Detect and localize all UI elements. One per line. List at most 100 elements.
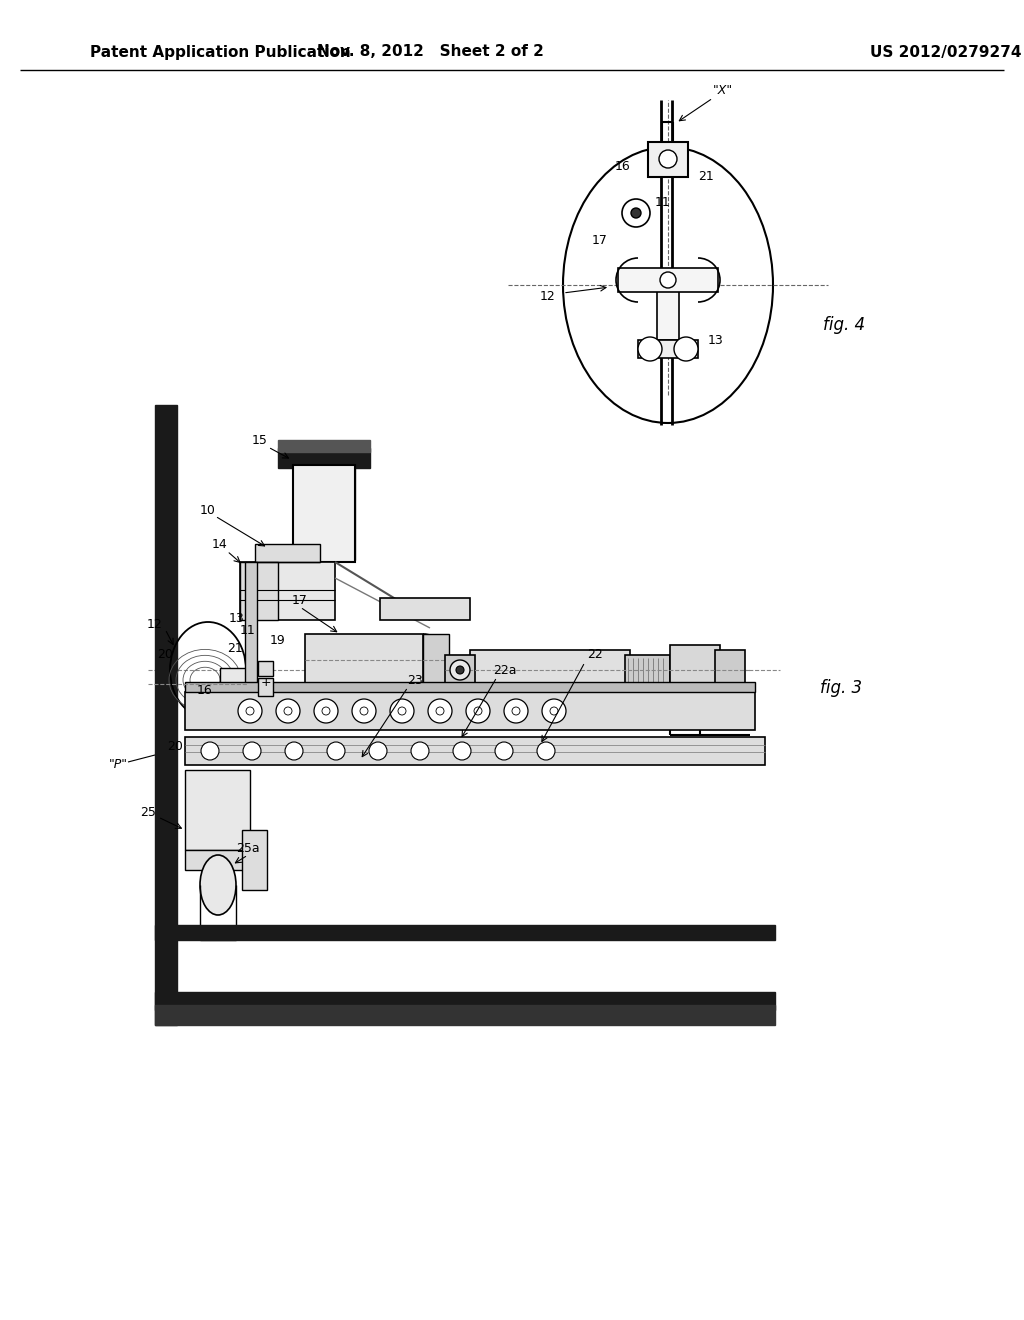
Text: 12: 12 bbox=[147, 619, 163, 631]
Text: fig. 4: fig. 4 bbox=[823, 315, 865, 334]
Circle shape bbox=[314, 700, 338, 723]
Text: 17: 17 bbox=[292, 594, 308, 606]
Circle shape bbox=[495, 742, 513, 760]
Circle shape bbox=[360, 708, 368, 715]
Bar bbox=[242, 830, 267, 890]
Circle shape bbox=[456, 667, 464, 675]
Text: 23: 23 bbox=[408, 673, 423, 686]
Bar bbox=[185, 692, 755, 730]
Bar bbox=[445, 655, 475, 685]
Bar bbox=[293, 465, 355, 562]
Text: "X": "X" bbox=[713, 83, 733, 96]
Bar bbox=[155, 405, 177, 1026]
Bar bbox=[293, 447, 355, 465]
Text: 11: 11 bbox=[655, 197, 671, 210]
Text: 13: 13 bbox=[709, 334, 724, 346]
Bar bbox=[220, 668, 248, 692]
Text: "P": "P" bbox=[109, 759, 128, 771]
Circle shape bbox=[512, 708, 520, 715]
Circle shape bbox=[453, 742, 471, 760]
Circle shape bbox=[674, 337, 698, 360]
Circle shape bbox=[659, 150, 677, 168]
Text: +: + bbox=[261, 676, 271, 689]
Circle shape bbox=[238, 700, 262, 723]
Bar bbox=[670, 645, 720, 696]
Bar bbox=[470, 649, 630, 690]
Bar bbox=[185, 682, 755, 692]
Bar bbox=[255, 544, 319, 562]
Bar bbox=[155, 1005, 775, 1026]
Bar bbox=[245, 562, 257, 692]
Circle shape bbox=[411, 742, 429, 760]
Circle shape bbox=[638, 337, 662, 360]
Text: 22a: 22a bbox=[494, 664, 517, 676]
Circle shape bbox=[322, 708, 330, 715]
Circle shape bbox=[631, 209, 641, 218]
Text: US 2012/0279274 A1: US 2012/0279274 A1 bbox=[870, 45, 1024, 59]
Circle shape bbox=[474, 708, 482, 715]
Bar bbox=[305, 634, 423, 686]
Circle shape bbox=[622, 199, 650, 227]
Circle shape bbox=[398, 708, 406, 715]
Bar bbox=[293, 465, 311, 560]
Text: 20: 20 bbox=[157, 648, 173, 661]
Bar bbox=[185, 850, 250, 870]
Circle shape bbox=[284, 708, 292, 715]
Bar bbox=[258, 661, 273, 676]
Circle shape bbox=[352, 700, 376, 723]
Circle shape bbox=[369, 742, 387, 760]
Bar bbox=[380, 598, 470, 620]
Text: 14: 14 bbox=[212, 539, 228, 552]
Text: fig. 3: fig. 3 bbox=[820, 678, 862, 697]
Bar bbox=[638, 341, 698, 358]
Bar bbox=[155, 925, 775, 940]
Bar bbox=[625, 655, 670, 685]
Circle shape bbox=[243, 742, 261, 760]
Text: Patent Application Publication: Patent Application Publication bbox=[90, 45, 351, 59]
Text: 19: 19 bbox=[270, 634, 286, 647]
Text: 25: 25 bbox=[140, 805, 156, 818]
Text: 15: 15 bbox=[252, 433, 268, 446]
Bar bbox=[715, 649, 745, 690]
Circle shape bbox=[428, 700, 452, 723]
Ellipse shape bbox=[200, 855, 236, 915]
Text: 25a: 25a bbox=[237, 842, 260, 854]
Bar bbox=[258, 678, 273, 696]
Bar bbox=[185, 737, 765, 766]
Bar bbox=[155, 993, 775, 1010]
Circle shape bbox=[504, 700, 528, 723]
Text: 16: 16 bbox=[198, 684, 213, 697]
Text: Nov. 8, 2012   Sheet 2 of 2: Nov. 8, 2012 Sheet 2 of 2 bbox=[316, 45, 544, 59]
Bar bbox=[657, 275, 679, 341]
Circle shape bbox=[450, 660, 470, 680]
Circle shape bbox=[201, 742, 219, 760]
Circle shape bbox=[390, 700, 414, 723]
Circle shape bbox=[466, 700, 490, 723]
Bar bbox=[240, 562, 278, 620]
Circle shape bbox=[550, 708, 558, 715]
Bar bbox=[240, 562, 335, 620]
Circle shape bbox=[660, 272, 676, 288]
Bar bbox=[185, 770, 250, 850]
Circle shape bbox=[537, 742, 555, 760]
Circle shape bbox=[276, 700, 300, 723]
Circle shape bbox=[542, 700, 566, 723]
Text: 12: 12 bbox=[540, 290, 556, 304]
Circle shape bbox=[285, 742, 303, 760]
Text: 13: 13 bbox=[229, 611, 245, 624]
Text: 11: 11 bbox=[240, 623, 256, 636]
Circle shape bbox=[436, 708, 444, 715]
Text: 21: 21 bbox=[698, 170, 714, 183]
Bar bbox=[337, 465, 355, 560]
Text: 21: 21 bbox=[227, 642, 243, 655]
Text: 10: 10 bbox=[200, 503, 216, 516]
Bar bbox=[278, 440, 370, 451]
Bar bbox=[648, 143, 688, 177]
Circle shape bbox=[246, 708, 254, 715]
Text: 16: 16 bbox=[615, 161, 631, 173]
Bar bbox=[278, 447, 370, 469]
Text: 20: 20 bbox=[167, 739, 183, 752]
Bar bbox=[423, 634, 449, 686]
Bar bbox=[618, 268, 718, 292]
Text: 22: 22 bbox=[587, 648, 603, 661]
